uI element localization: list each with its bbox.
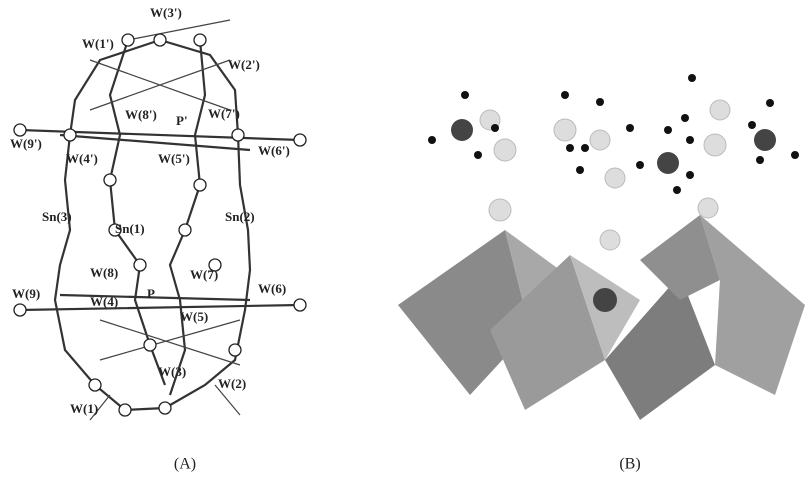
figure: W(3') W(1') W(2') W(8') P' W(7') W(9') W… xyxy=(0,0,811,477)
atom-label: W(9') xyxy=(10,136,42,151)
atom xyxy=(159,402,171,414)
atom-label: W(5) xyxy=(180,309,208,324)
atom-label: W(5') xyxy=(158,151,190,166)
caption: (B) xyxy=(619,456,640,473)
atom-label: W(4') xyxy=(66,151,98,166)
page: W(3') W(1') W(2') W(8') P' W(7') W(9') W… xyxy=(0,0,811,477)
atom xyxy=(14,124,26,136)
atom-label: W(3) xyxy=(158,364,186,379)
atom-label: W(1') xyxy=(82,36,114,51)
panel-a-labels: W(3') W(1') W(2') W(8') P' W(7') W(9') W… xyxy=(10,5,290,416)
panel-b-structure xyxy=(398,74,805,420)
atom-label: P xyxy=(147,286,155,301)
atom-label: W(2') xyxy=(228,57,260,72)
atom-label: Sn(3) xyxy=(42,209,72,224)
atom-label: W(7') xyxy=(208,106,240,121)
caption: (A) xyxy=(174,456,196,473)
atom-label: W(3') xyxy=(150,5,182,20)
polyhedron xyxy=(700,215,805,395)
atom-label: W(2) xyxy=(218,376,246,391)
atom-label: Sn(2) xyxy=(225,209,255,224)
atom-label: W(9) xyxy=(12,286,40,301)
atom-label: W(7) xyxy=(190,267,218,282)
atom-label: W(1) xyxy=(70,401,98,416)
atom xyxy=(294,299,306,311)
atom-label: W(8') xyxy=(125,107,157,122)
atom xyxy=(119,404,131,416)
atom-label: W(6) xyxy=(258,281,286,296)
atom xyxy=(14,304,26,316)
atom xyxy=(122,34,134,46)
atom-label: P' xyxy=(176,113,188,128)
atom-label: W(8) xyxy=(90,265,118,280)
atom xyxy=(179,224,191,236)
atom xyxy=(64,129,76,141)
atom-label: W(4) xyxy=(90,294,118,309)
atom xyxy=(89,379,101,391)
atom xyxy=(194,34,206,46)
atoms xyxy=(14,34,306,416)
atom xyxy=(134,259,146,271)
atom xyxy=(104,174,116,186)
atom xyxy=(232,129,244,141)
atom-label: W(6') xyxy=(258,143,290,158)
atom xyxy=(294,134,306,146)
atom xyxy=(154,34,166,46)
atom-label: Sn(1) xyxy=(115,221,145,236)
atom xyxy=(194,179,206,191)
atom xyxy=(144,339,156,351)
atom xyxy=(229,344,241,356)
